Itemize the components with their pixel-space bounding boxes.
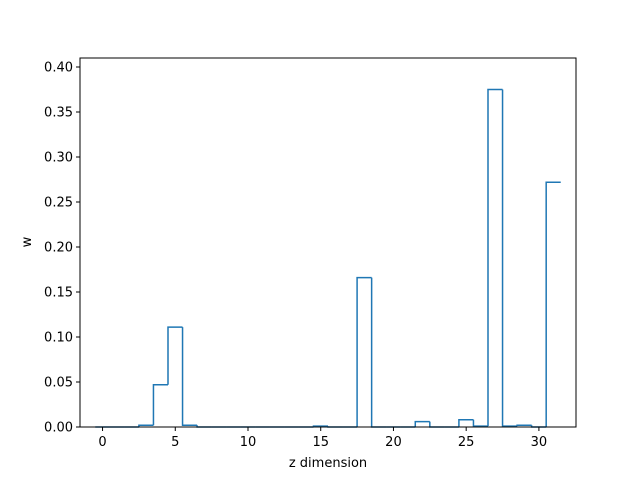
- x-tick-label: 5: [171, 435, 179, 450]
- x-tick-label: 15: [312, 435, 329, 450]
- x-tick-label: 10: [240, 435, 257, 450]
- y-tick-label: 0.20: [44, 241, 73, 256]
- bar-6: [181, 327, 198, 426]
- y-tick-label: 0.30: [44, 151, 73, 166]
- bar-22: [414, 420, 430, 427]
- y-tick-label: 0.40: [44, 61, 73, 76]
- x-axis: 0 5 10 15 20 25 30: [98, 427, 547, 450]
- x-axis-label: z dimension: [289, 456, 367, 471]
- bar-25: [458, 419, 474, 427]
- y-tick-label: 0.10: [44, 331, 73, 346]
- y-tick-label: 0.25: [44, 196, 73, 211]
- bar-3: [138, 424, 154, 427]
- y-axis-label: w: [20, 236, 35, 247]
- y-tick-label: 0.15: [44, 286, 73, 301]
- x-tick-label: 25: [458, 435, 475, 450]
- y-tick-label: 0.05: [44, 376, 73, 391]
- bar-23: [429, 421, 445, 428]
- x-tick-label: 30: [531, 435, 548, 450]
- y-axis: 0.00 0.05 0.10 0.15 0.20 0.25 0.30 0.35 0.40: [44, 61, 80, 436]
- y-tick-label: 0.35: [44, 106, 73, 121]
- bar-26: [472, 419, 488, 427]
- bar-19: [370, 277, 387, 428]
- plot-frame: [79, 57, 577, 428]
- bar-28: [501, 89, 518, 427]
- x-tick-label: 20: [385, 435, 402, 450]
- bar-31: [545, 181, 561, 427]
- x-tick-label: 0: [98, 435, 106, 450]
- bar-18: [356, 276, 372, 427]
- bar-4: [152, 383, 168, 426]
- bar-29: [516, 424, 532, 427]
- bar-5: [167, 326, 183, 385]
- step-layer: [95, 88, 561, 428]
- bar-27: [487, 88, 503, 427]
- y-tick-label: 0.00: [44, 421, 73, 436]
